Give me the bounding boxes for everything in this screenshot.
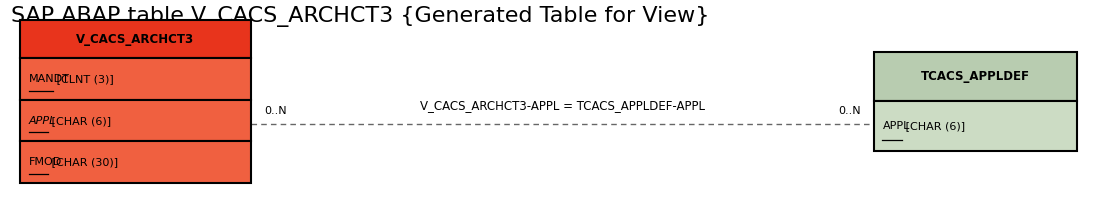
Text: 0..N: 0..N [264, 105, 287, 116]
Text: 0..N: 0..N [837, 105, 861, 116]
Text: APPL: APPL [882, 121, 910, 131]
Bar [874, 52, 1077, 101]
Bar [20, 20, 251, 58]
Bar [874, 101, 1077, 151]
Text: V_CACS_ARCHCT3-APPL = TCACS_APPLDEF-APPL: V_CACS_ARCHCT3-APPL = TCACS_APPLDEF-APPL [420, 99, 704, 112]
Bar [20, 141, 251, 183]
Text: [CLNT (3)]: [CLNT (3)] [53, 74, 113, 84]
Text: SAP ABAP table V_CACS_ARCHCT3 {Generated Table for View}: SAP ABAP table V_CACS_ARCHCT3 {Generated… [11, 6, 709, 27]
Text: [CHAR (6)]: [CHAR (6)] [47, 116, 111, 126]
Text: APPL: APPL [29, 116, 56, 126]
Text: V_CACS_ARCHCT3: V_CACS_ARCHCT3 [76, 33, 195, 46]
Text: MANDT: MANDT [29, 74, 69, 84]
Text: [CHAR (6)]: [CHAR (6)] [901, 121, 965, 131]
Text: FMOD: FMOD [29, 157, 62, 167]
Text: TCACS_APPLDEF: TCACS_APPLDEF [921, 70, 1030, 83]
Bar [20, 58, 251, 100]
Bar [20, 100, 251, 141]
Text: [CHAR (30)]: [CHAR (30)] [47, 157, 118, 167]
